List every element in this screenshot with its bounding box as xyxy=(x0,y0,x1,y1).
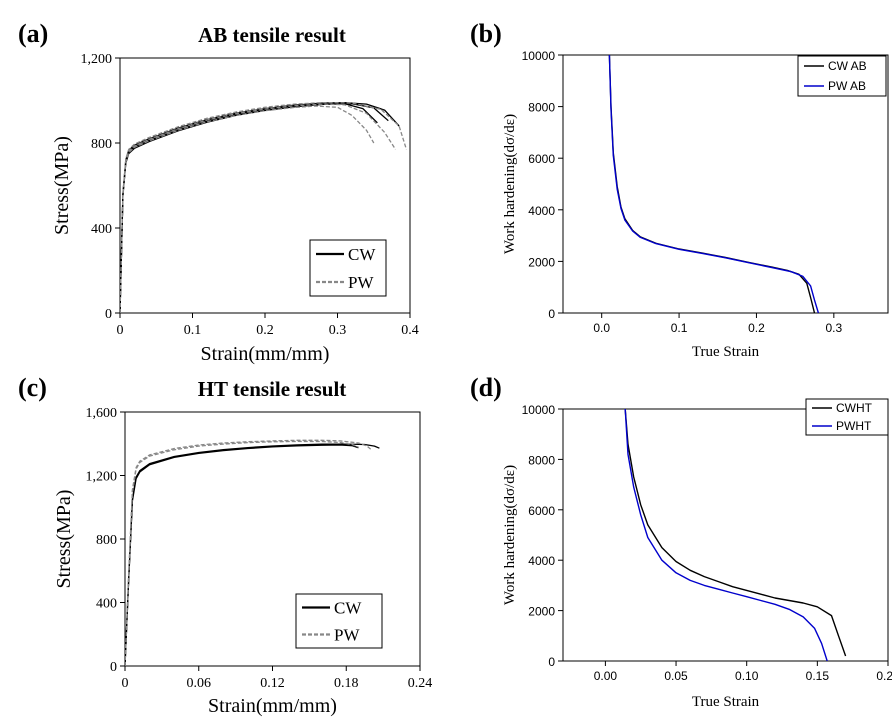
x-tick-label: 0.2 xyxy=(748,321,765,335)
plot-frame xyxy=(562,54,889,314)
legend-label: PWHT xyxy=(836,419,872,433)
y-axis-label: Stress(MPa) xyxy=(53,490,75,589)
chart-panel-d: 0.00 0.05 0.10 0.15 0.20 0 2000 4000 6000 8000 100… xyxy=(502,398,892,710)
x-tick-label: 0.06 xyxy=(187,676,212,691)
y-tick-label: 0 xyxy=(548,655,555,669)
y-tick-label: 4000 xyxy=(528,554,555,568)
y-tick-label: 800 xyxy=(91,137,112,152)
legend-box xyxy=(797,55,887,97)
x-tick-label: 0.24 xyxy=(408,676,433,691)
y-tick-label: 0 xyxy=(548,307,555,321)
x-tick-label: 0.1 xyxy=(671,321,688,335)
legend-label: PW xyxy=(348,273,374,292)
y-tick-label: 1,200 xyxy=(81,52,113,67)
y-tick-label: 800 xyxy=(96,533,117,548)
panel-label-c: (c) xyxy=(18,373,47,402)
x-tick-label: 0.2 xyxy=(256,323,274,338)
y-tick-label: 6000 xyxy=(528,152,555,166)
series-line-cw-ab xyxy=(608,54,816,313)
x-axis-label: Strain(mm/mm) xyxy=(208,695,337,717)
y-tick-label: 1,200 xyxy=(86,470,118,485)
panel-label-a: (a) xyxy=(18,19,48,48)
legend-label: CW xyxy=(348,245,376,264)
y-tick-label: 0 xyxy=(110,660,117,675)
x-tick-label: 0.10 xyxy=(735,669,759,683)
y-tick-label: 4000 xyxy=(528,204,555,218)
panel-label-d: (d) xyxy=(470,373,502,402)
x-tick-label: 0.3 xyxy=(825,321,842,335)
y-axis-label: Work hardening(dσ/dε) xyxy=(502,465,518,605)
chart-panel-c: HT tensile result 0 0.06 0.12 0.18 0.24 0 400 80… xyxy=(53,377,432,717)
y-tick-label: 8000 xyxy=(528,453,555,467)
y-tick-label: 6000 xyxy=(528,504,555,518)
chart-panel-a: AB tensile result 0 0.1 0.2 0.3 0.4 0 400 800 1,2… xyxy=(51,23,419,365)
series-line-specimen-3 xyxy=(125,440,359,666)
x-tick-label: 0.0 xyxy=(593,321,610,335)
legend-label: CW AB xyxy=(828,59,867,73)
x-tick-label: 0.00 xyxy=(594,669,618,683)
chart-title: HT tensile result xyxy=(198,377,347,401)
x-tick-label: 0.4 xyxy=(401,323,419,338)
x-tick-label: 0.3 xyxy=(329,323,347,338)
x-tick-label: 0.12 xyxy=(260,676,285,691)
panel-label-b: (b) xyxy=(470,19,502,48)
series-line-pw-ab xyxy=(608,54,820,313)
y-tick-label: 10000 xyxy=(522,49,556,63)
series-line-cwht xyxy=(624,408,847,657)
legend-label: PW xyxy=(334,626,360,645)
y-axis-label: Stress(MPa) xyxy=(51,136,73,235)
legend-label: CWHT xyxy=(836,401,873,415)
plot-frame xyxy=(562,408,889,662)
x-axis-label: True Strain xyxy=(692,344,760,360)
series-line-pwht xyxy=(624,408,828,661)
y-tick-label: 2000 xyxy=(528,605,555,619)
series-line-specimen-5 xyxy=(120,105,375,313)
x-axis-label: Strain(mm/mm) xyxy=(201,343,330,365)
y-tick-label: 1,600 xyxy=(86,406,118,421)
x-tick-label: 0.18 xyxy=(334,676,359,691)
y-tick-label: 2000 xyxy=(528,255,555,269)
chart-title: AB tensile result xyxy=(198,23,346,47)
y-tick-label: 400 xyxy=(91,222,112,237)
y-tick-label: 0 xyxy=(105,307,112,322)
x-tick-label: 0 xyxy=(117,323,124,338)
y-tick-label: 10000 xyxy=(522,403,556,417)
y-axis-label: Work hardening(dσ/dε) xyxy=(502,114,518,254)
x-axis-label: True Strain xyxy=(692,694,760,710)
chart-panel-b: 0.0 0.1 0.2 0.3 0 2000 4000 6000 8000 10000 True S… xyxy=(502,49,889,360)
x-tick-label: 0.1 xyxy=(184,323,202,338)
legend-box xyxy=(295,593,383,649)
legend-box xyxy=(309,239,387,297)
x-tick-label: 0.20 xyxy=(876,669,892,683)
series-line-specimen-1 xyxy=(125,444,359,666)
y-tick-label: 400 xyxy=(96,597,117,612)
series-line-pw xyxy=(125,439,372,666)
legend-label: CW xyxy=(334,599,362,618)
legend-label: PW AB xyxy=(828,79,866,93)
x-tick-label: 0.15 xyxy=(806,669,830,683)
y-tick-label: 8000 xyxy=(528,101,555,115)
x-tick-label: 0 xyxy=(122,676,129,691)
legend-box xyxy=(805,398,889,436)
x-tick-label: 0.05 xyxy=(664,669,688,683)
